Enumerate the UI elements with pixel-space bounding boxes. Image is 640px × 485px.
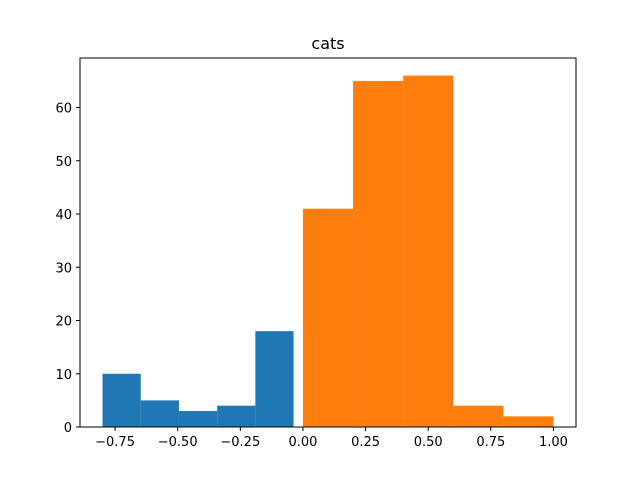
- y-tick-label: 40: [55, 208, 72, 223]
- x-tick-label: −0.50: [158, 435, 198, 450]
- y-tick-label: 50: [55, 155, 72, 170]
- y-tick-label: 20: [55, 315, 72, 330]
- histogram-bar-s1-b1: [353, 80, 404, 427]
- x-tick-label: 0.00: [288, 435, 317, 450]
- x-tick-label: 0.25: [351, 435, 380, 450]
- histogram-bar-s0-b3: [217, 405, 256, 427]
- x-tick-label: 0.75: [476, 435, 505, 450]
- y-tick-label: 10: [55, 368, 72, 383]
- axes-layer: −0.75 −0.50 −0.25 0.00 0.25 0.50 0.75 1.00 0 10 20…: [55, 57, 577, 450]
- histogram-bar-s1-b2: [403, 75, 454, 428]
- histogram-bar-s0-b2: [178, 411, 218, 427]
- bars-layer: [102, 75, 554, 428]
- histogram-bar-s0-b0: [102, 373, 141, 427]
- histogram-bar-s1-b4: [503, 416, 554, 427]
- x-tick-label: 0.50: [414, 435, 443, 450]
- y-tick-label: 60: [55, 102, 72, 117]
- y-tick-label: 30: [55, 261, 72, 276]
- histogram-bar-s1-b0: [302, 208, 354, 427]
- y-tick-label: 0: [64, 421, 72, 436]
- plot-frame: [79, 57, 577, 428]
- histogram-bar-s0-b1: [140, 400, 179, 427]
- chart-title: cats: [311, 34, 344, 53]
- x-tick-label: 1.00: [539, 435, 568, 450]
- x-tick-label: −0.25: [220, 435, 260, 450]
- x-tick-label: −0.75: [95, 435, 135, 450]
- histogram-bar-s1-b3: [453, 405, 504, 427]
- histogram-bar-s0-b4: [255, 331, 294, 427]
